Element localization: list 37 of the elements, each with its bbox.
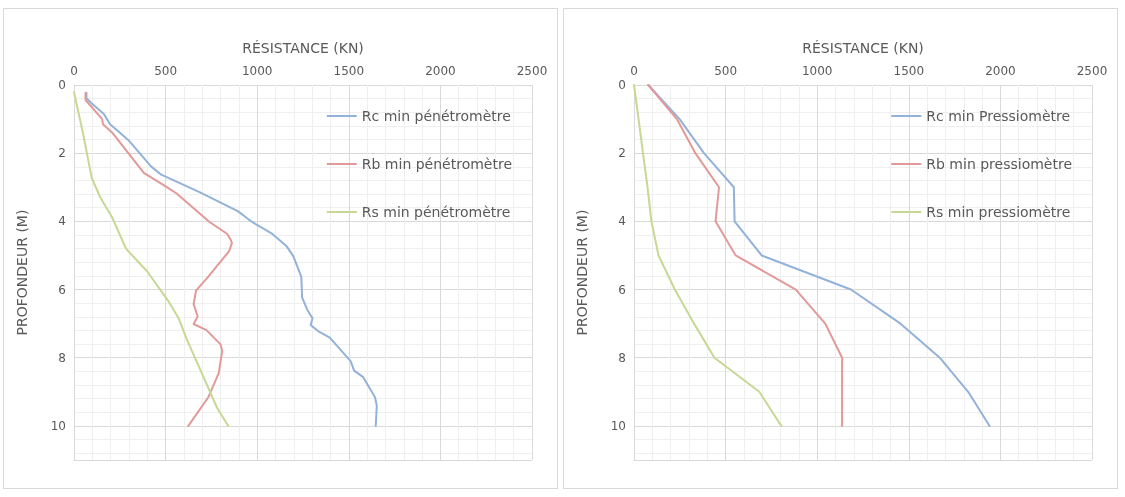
y-tick-label: 4	[618, 214, 626, 229]
x-tick-label: 2500	[1076, 64, 1108, 78]
x-tick-label: 2500	[516, 64, 548, 78]
legend-label: Rs min pressiomètre	[926, 204, 1071, 220]
x-axis-title: RÉSISTANCE (KN)	[242, 40, 364, 56]
x-tick-label: 1000	[241, 64, 273, 78]
legend-label: Rb min pressiomètre	[926, 156, 1073, 172]
y-tick-label: 8	[58, 350, 66, 365]
x-tick-label: 500	[154, 64, 178, 78]
y-tick-label: 2	[618, 146, 626, 161]
y-tick-label: 4	[58, 214, 66, 229]
legend-label: Rc min pénétromètre	[361, 108, 511, 124]
y-axis-title: PROFONDEUR (M)	[574, 209, 590, 336]
legend-label: Rs min pénétromètre	[361, 204, 511, 220]
legend-label: Rb min pénétromètre	[361, 156, 513, 172]
y-tick-label: 6	[58, 282, 66, 297]
line-series	[85, 91, 378, 427]
y-tick-label: 6	[618, 282, 626, 297]
line-series	[647, 84, 844, 427]
y-tick-label: 8	[618, 350, 626, 365]
x-tick-label: 0	[70, 64, 78, 78]
x-tick-label: 1000	[801, 64, 833, 78]
x-tick-label: 500	[714, 64, 738, 78]
x-axis-title: RÉSISTANCE (KN)	[802, 40, 924, 56]
y-tick-label: 0	[58, 78, 66, 92]
y-axis-title: PROFONDEUR (M)	[14, 209, 30, 336]
x-tick-label: 2000	[425, 64, 456, 78]
legend-label: Rc min Pressiomètre	[926, 108, 1071, 124]
y-tick-label: 10	[50, 418, 66, 433]
y-tick-label: 10	[610, 418, 626, 433]
y-tick-label: 2	[58, 146, 66, 161]
y-tick-label: 0	[618, 78, 626, 92]
x-tick-label: 1500	[333, 64, 365, 78]
x-tick-label: 0	[630, 64, 638, 78]
x-tick-label: 1500	[893, 64, 925, 78]
line-series	[633, 84, 783, 427]
x-tick-label: 2000	[985, 64, 1016, 78]
